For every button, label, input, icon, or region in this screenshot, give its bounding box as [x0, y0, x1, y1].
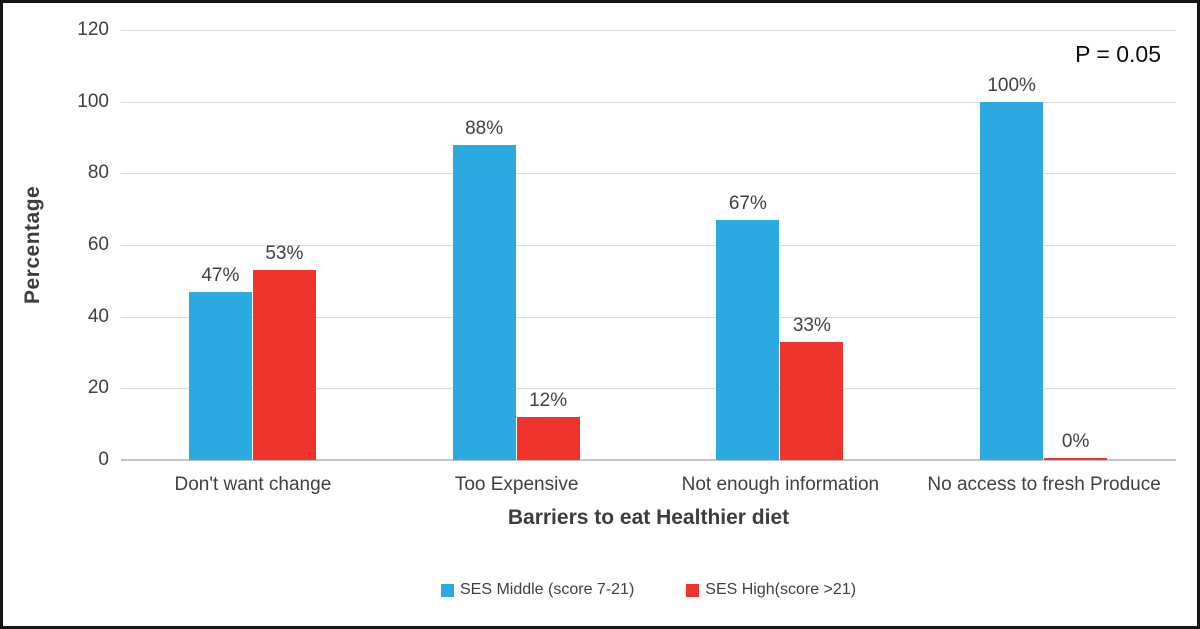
y-tick-120: 120 — [77, 19, 109, 40]
legend: SES Middle (score 7-21) SES High(score >… — [121, 581, 1176, 599]
gridline-20 — [121, 388, 1176, 390]
gridline-120 — [121, 30, 1176, 31]
bar-ses-high: 33% — [780, 315, 844, 460]
y-tick-20: 20 — [87, 377, 109, 399]
plot-area: 47% 53% 88% 12% 67% 33% 100% — [121, 30, 1176, 461]
legend-item-ses-high: SES High(score >21) — [686, 581, 856, 599]
legend-swatch-blue — [440, 583, 454, 597]
gridline-40 — [121, 316, 1176, 318]
x-axis-title: Barriers to eat Healthier diet — [507, 506, 790, 529]
bar-ses-middle: 67% — [716, 193, 780, 460]
legend-swatch-red — [686, 583, 700, 597]
bar-value-label: 100% — [987, 74, 1036, 96]
bar-value-label: 33% — [792, 314, 831, 336]
x-category-label: Too Expensive — [454, 474, 579, 495]
legend-label: SES High(score >21) — [705, 581, 857, 598]
bar-ses-high: 0% — [1044, 431, 1108, 460]
y-axis-ticks: 120 100 80 60 40 20 0 — [3, 20, 109, 470]
bar-ses-middle: 88% — [452, 118, 516, 460]
bar-group-too-expensive: 88% 12% — [385, 30, 649, 460]
bar-value-label: 47% — [201, 264, 240, 286]
x-category-label: No access to fresh Produce — [927, 474, 1161, 495]
x-category-label: Don't want change — [174, 474, 332, 495]
bar-ses-high: 12% — [516, 390, 580, 460]
bar-ses-middle: 47% — [188, 265, 252, 460]
bar-ses-high: 53% — [252, 243, 316, 460]
legend-label: SES Middle (score 7-21) — [459, 581, 635, 598]
y-tick-80: 80 — [87, 162, 109, 184]
legend-item-ses-middle: SES Middle (score 7-21) — [440, 581, 635, 599]
bar-value-label: 67% — [728, 192, 767, 214]
x-axis-line — [121, 459, 1176, 461]
bar-group-dont-want-change: 47% 53% — [121, 30, 385, 460]
gridline-80 — [121, 173, 1176, 175]
y-tick-0: 0 — [98, 449, 109, 470]
bar-ses-middle: 100% — [980, 75, 1044, 460]
x-axis-category-labels: Don't want change Too Expensive Not enou… — [121, 474, 1176, 496]
bar-value-label: 12% — [529, 390, 568, 411]
bar-value-label: 88% — [465, 117, 504, 139]
gridline-100 — [121, 101, 1176, 103]
y-tick-60: 60 — [87, 234, 109, 255]
bar-value-label: 53% — [265, 243, 304, 265]
bar-group-not-enough-information: 67% 33% — [649, 30, 913, 460]
gridline-60 — [121, 245, 1176, 246]
p-value-annotation: P = 0.05 — [1075, 41, 1161, 67]
bar-value-label: 0% — [1061, 431, 1090, 452]
y-tick-40: 40 — [87, 305, 109, 327]
y-tick-100: 100 — [77, 90, 109, 112]
x-category-label: Not enough information — [681, 474, 880, 495]
bar-group-no-access-fresh-produce: 100% 0% — [912, 30, 1176, 460]
